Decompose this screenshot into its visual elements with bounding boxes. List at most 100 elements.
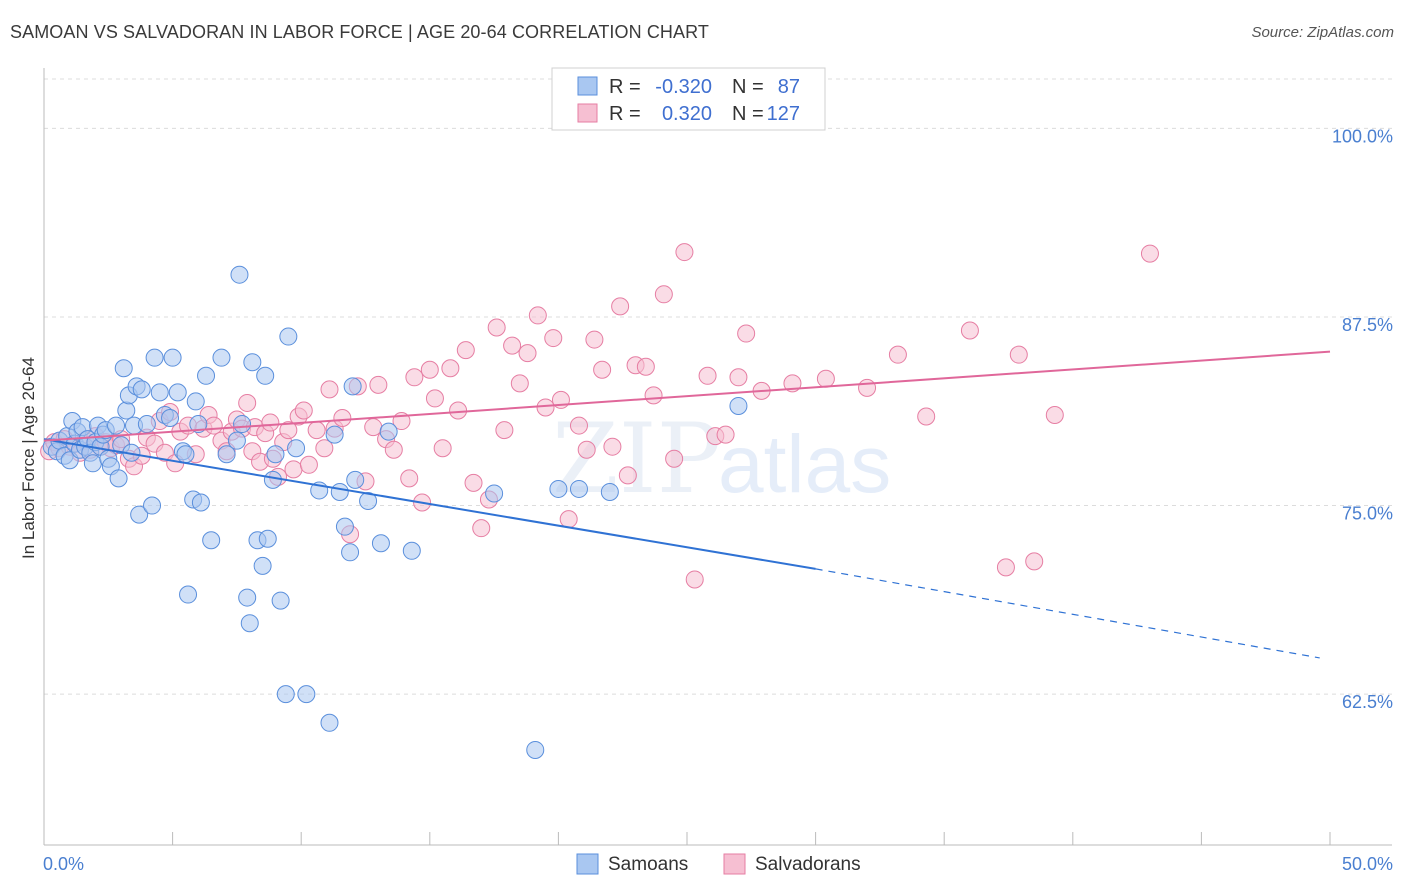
salvadoran-point-105 (816, 369, 835, 388)
legend-n-value-0: 87 (778, 76, 800, 98)
samoan-point-61 (258, 529, 277, 548)
bottom-legend-swatch-salvadorans (723, 853, 746, 875)
samoan-point-64 (271, 591, 290, 610)
samoan-point-43 (179, 585, 198, 604)
samoan-point-51 (217, 445, 236, 464)
salvadoran-point-94 (654, 285, 673, 304)
salvadoran-point-35 (238, 393, 257, 412)
series-legend: Samoans Salvadorans (576, 853, 861, 875)
salvadoran-point-51 (320, 380, 339, 399)
salvadoran-point-76 (503, 336, 522, 355)
samoan-point-23 (109, 469, 128, 488)
salvadoran-point-62 (400, 469, 419, 488)
samoan-point-52 (227, 431, 246, 450)
samoan-point-76 (346, 470, 365, 489)
bottom-legend-swatch-samoans (576, 853, 599, 875)
legend-n-label-0: N = (732, 76, 764, 98)
samoan-point-59 (253, 556, 272, 575)
samoan-point-75 (343, 377, 362, 396)
salvadoran-point-57 (364, 418, 383, 437)
samoan-point-72 (330, 482, 349, 501)
samoan-point-60 (256, 366, 275, 385)
salvadoran-point-97 (685, 570, 704, 589)
salvadoran-point-92 (636, 357, 655, 376)
salvadoran-point-106 (858, 378, 877, 397)
salvadoran-point-95 (665, 449, 684, 468)
salvadoran-point-112 (1025, 552, 1044, 571)
samoan-point-80 (402, 541, 421, 560)
salvadoran-point-53 (333, 409, 352, 428)
watermark-atlas: atlas (718, 419, 891, 510)
salvadoran-point-29 (204, 416, 223, 435)
samoan-point-45 (186, 392, 205, 411)
salvadoran-point-111 (1009, 345, 1028, 364)
samoan-point-65 (276, 685, 295, 704)
salvadoran-point-68 (441, 359, 460, 378)
samoan-point-38 (161, 409, 180, 428)
salvadoran-point-107 (888, 345, 907, 364)
salvadoran-point-83 (559, 510, 578, 529)
salvadoran-point-74 (487, 318, 506, 337)
legend-n-value-1: 127 (767, 103, 800, 125)
salvadoran-point-81 (544, 329, 563, 348)
salvadoran-point-85 (577, 440, 596, 459)
samoan-point-33 (137, 415, 156, 434)
y-tick-labels: 62.5% 75.0% 87.5% 100.0% (1332, 126, 1393, 712)
x-axis-ticks (43, 832, 1331, 845)
bottom-legend-salvadorans: Salvadorans (755, 854, 861, 875)
samoan-point-67 (287, 439, 306, 458)
samoan-point-62 (263, 470, 282, 489)
samoan-point-31 (130, 505, 149, 524)
salvadoran-point-93 (644, 386, 663, 405)
salvadoran-point-72 (472, 519, 491, 538)
samoan-point-35 (145, 348, 164, 367)
trend-lines (43, 350, 1331, 659)
legend-swatch-samoans (577, 76, 598, 96)
salvadoran-point-89 (611, 297, 630, 316)
source-label: Source: ZipAtlas.com (1251, 24, 1394, 41)
samoan-point-26 (117, 401, 136, 420)
salvadoran-point-86 (585, 330, 604, 349)
legend-swatch-salvadorans (577, 103, 598, 123)
samoan-point-77 (359, 492, 378, 511)
samoan-point-53 (230, 265, 249, 284)
samoan-point-71 (325, 425, 344, 444)
salvadoran-point-77 (510, 374, 529, 393)
legend-r-value-0: -0.320 (655, 76, 712, 98)
samoan-point-78 (371, 534, 390, 553)
salvadoran-point-44 (279, 421, 298, 440)
samoan-point-46 (189, 415, 208, 434)
x-tick-label-1: 50.0% (1342, 854, 1393, 874)
salvadoran-point-48 (299, 455, 318, 474)
salvadoran-point-100 (716, 425, 735, 444)
samoan-point-34 (143, 496, 162, 515)
salvadoran-point-47 (294, 401, 313, 420)
salvadoran-point-110 (996, 558, 1015, 577)
samoan-point-84 (569, 479, 588, 498)
samoan-point-68 (297, 685, 316, 704)
salvadoran-point-70 (456, 341, 475, 360)
x-tick-label-0: 0.0% (43, 854, 84, 874)
salvadoran-point-109 (960, 321, 979, 340)
salvadoran-point-102 (737, 324, 756, 343)
salvadoran-point-84 (569, 416, 588, 435)
samoan-point-48 (197, 366, 216, 385)
y-axis-label: In Labor Force | Age 20-64 (19, 357, 38, 559)
legend-n-label-1: N = (732, 103, 764, 125)
salvadoran-point-90 (618, 466, 637, 485)
salvadoran-point-79 (528, 306, 547, 325)
samoan-point-42 (176, 445, 195, 464)
salvadoran-point-49 (307, 421, 326, 440)
samoan-point-70 (320, 713, 339, 732)
samoan-point-32 (132, 380, 151, 399)
samoan-point-55 (238, 588, 257, 607)
samoan-point-57 (243, 353, 262, 372)
salvadorans-trend-line (43, 350, 1331, 442)
samoans-trend-line (43, 438, 816, 570)
salvadoran-point-98 (698, 366, 717, 385)
salvadoran-point-65 (420, 360, 439, 379)
salvadoran-point-67 (433, 439, 452, 458)
samoans-points (42, 265, 748, 759)
samoan-point-36 (150, 383, 169, 402)
samoan-point-25 (114, 359, 133, 378)
